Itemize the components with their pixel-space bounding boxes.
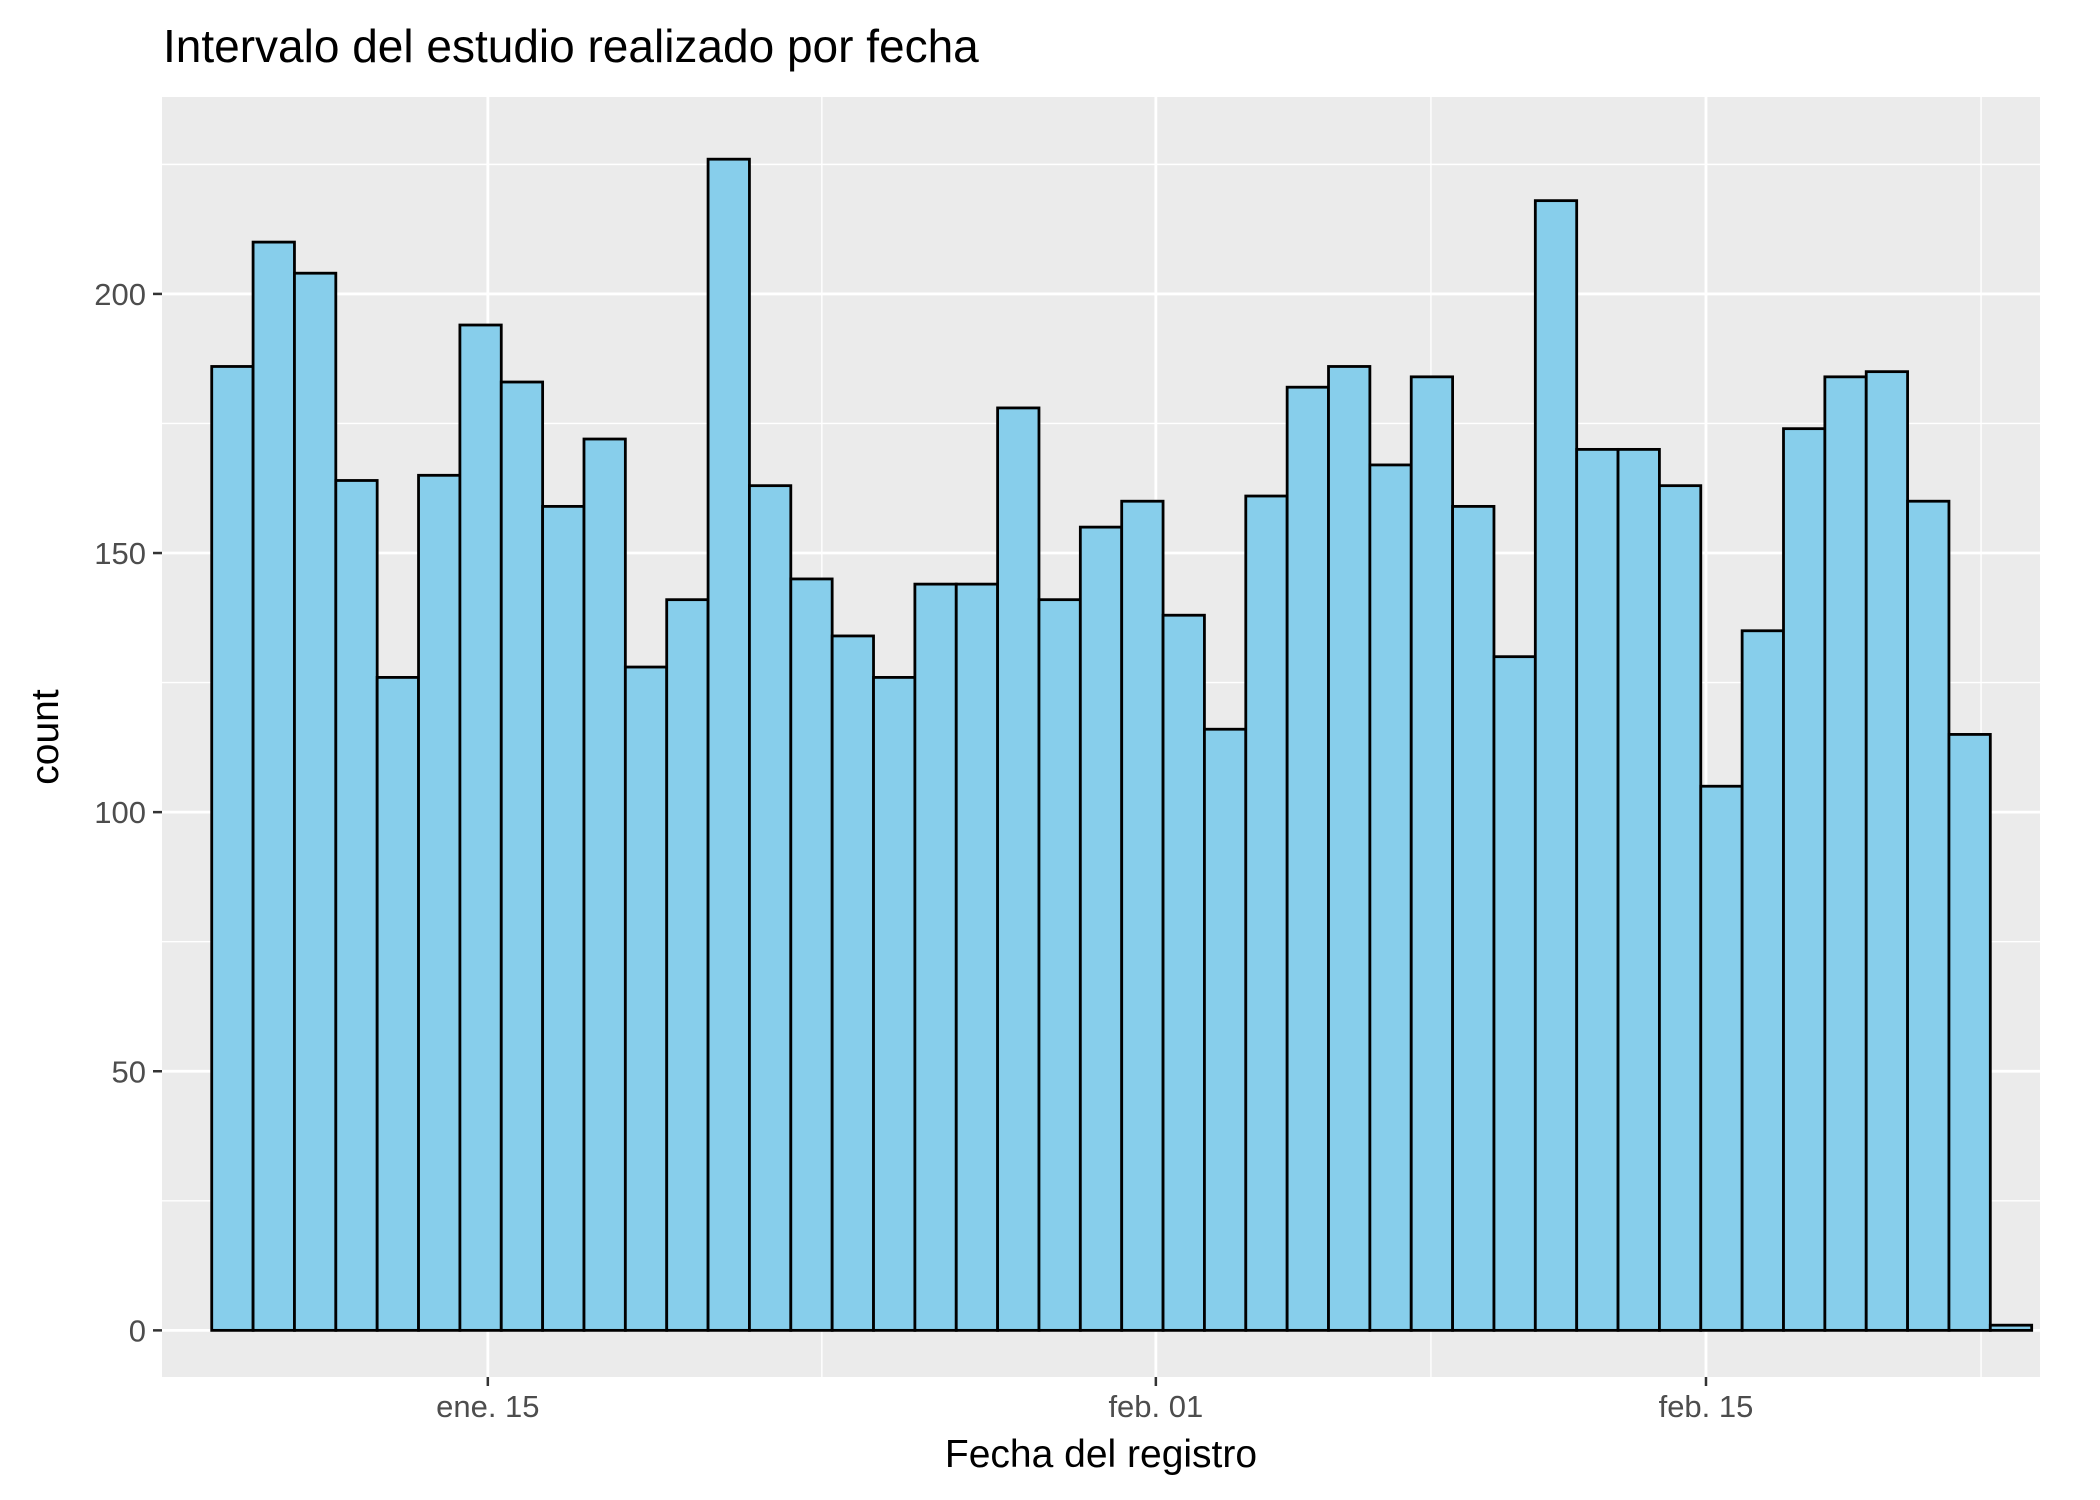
y-tick-label: 50 (112, 1054, 146, 1089)
histogram-bar (210, 365, 255, 1332)
y-tick-label: 0 (129, 1313, 146, 1348)
histogram-bar (1327, 365, 1372, 1332)
x-axis-title: Fecha del registro (945, 1433, 1257, 1476)
histogram-bar (293, 271, 338, 1332)
histogram-bar (1244, 494, 1289, 1332)
x-tick-label: feb. 15 (1659, 1389, 1754, 1424)
histogram-bar (458, 323, 503, 1332)
histogram-bar (1782, 427, 1827, 1332)
histogram-bar (1120, 499, 1165, 1332)
histogram-bar (706, 157, 751, 1332)
histogram-bar (1740, 629, 1785, 1332)
histogram-bar (1906, 499, 1951, 1332)
histogram-bar (251, 240, 296, 1332)
histogram-bar (872, 676, 917, 1332)
x-tick-label: feb. 01 (1108, 1389, 1203, 1424)
histogram-bars (210, 157, 2034, 1332)
chart-title: Intervalo del estudio realizado por fech… (163, 20, 979, 72)
histogram-bar (1616, 447, 1661, 1332)
y-tick-label: 200 (94, 277, 146, 312)
histogram-bar (1285, 385, 1330, 1332)
histogram-bar (334, 479, 379, 1332)
histogram-bar (1368, 463, 1413, 1332)
histogram-bar (1533, 199, 1579, 1332)
histogram-bar (1658, 484, 1703, 1332)
y-tick-label: 100 (94, 795, 146, 830)
histogram-bar (1451, 504, 1496, 1332)
histogram-bar (1988, 1323, 2034, 1332)
histogram-bar (1947, 733, 1992, 1332)
histogram-bar (996, 406, 1041, 1332)
histogram-bar (954, 582, 1000, 1332)
histogram-bar (1575, 447, 1620, 1332)
histogram-bar (499, 380, 545, 1332)
histogram-bar (1161, 613, 1206, 1332)
histogram-bar (789, 577, 834, 1332)
histogram-bar (665, 598, 710, 1332)
histogram-bar (830, 634, 875, 1332)
histogram-bar (417, 473, 462, 1332)
histogram-bar (1823, 375, 1868, 1332)
histogram-bar (1409, 375, 1454, 1332)
histogram-bar (375, 676, 420, 1332)
histogram-bar (1203, 727, 1248, 1332)
histogram-bar (748, 484, 793, 1332)
y-axis-ticks: 0 50 100 150 200 (94, 277, 162, 1348)
histogram-bar (1078, 525, 1124, 1332)
histogram-bar (1492, 655, 1537, 1332)
histogram-bar (1037, 598, 1082, 1332)
x-axis-ticks: ene. 15 feb. 01 feb. 15 (436, 1377, 1753, 1424)
histogram-bar (541, 504, 586, 1332)
histogram-bar (623, 665, 669, 1332)
histogram-bar (1864, 370, 1909, 1332)
histogram-bar (582, 437, 627, 1332)
y-tick-label: 150 (94, 536, 146, 571)
histogram-bar (913, 582, 958, 1332)
x-tick-label: ene. 15 (436, 1389, 539, 1424)
histogram-bar (1699, 784, 1744, 1332)
y-axis-title: count (24, 689, 67, 785)
